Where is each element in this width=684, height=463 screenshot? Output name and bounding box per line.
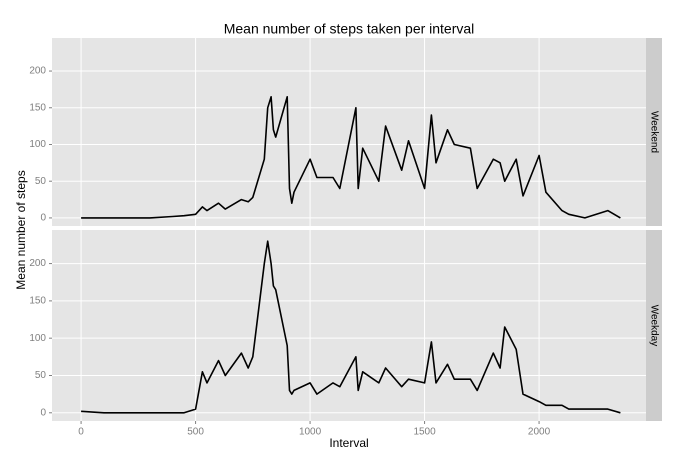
y-tick-label: 50 [35, 176, 47, 187]
x-tick-label: 2000 [528, 427, 551, 438]
y-tick-label: 150 [29, 296, 46, 307]
facet-strip [646, 38, 662, 226]
panel-background [52, 230, 646, 421]
data-line [81, 96, 621, 219]
y-tick-label: 200 [29, 258, 46, 269]
y-tick-label: 50 [35, 370, 47, 381]
facet-strip [646, 230, 662, 421]
y-tick-label: 0 [40, 407, 46, 418]
chart-title: Mean number of steps taken per interval [224, 21, 475, 37]
y-tick-label: 100 [29, 333, 46, 344]
facet-label: Weekend [648, 111, 659, 153]
y-tick-label: 200 [29, 66, 46, 77]
data-line [81, 240, 621, 414]
x-tick-label: 1500 [413, 427, 436, 438]
y-tick-label: 150 [29, 102, 46, 113]
x-tick-label: 1000 [299, 427, 322, 438]
x-tick-label: 500 [187, 427, 204, 438]
facet-label: Weekday [648, 305, 659, 347]
y-tick-label: 0 [40, 213, 46, 224]
x-tick-label: 0 [78, 427, 84, 438]
y-tick-label: 100 [29, 139, 46, 150]
y-axis-label: Mean number of steps [14, 170, 28, 289]
panel-background [52, 38, 646, 226]
x-axis-label: Interval [329, 436, 368, 450]
